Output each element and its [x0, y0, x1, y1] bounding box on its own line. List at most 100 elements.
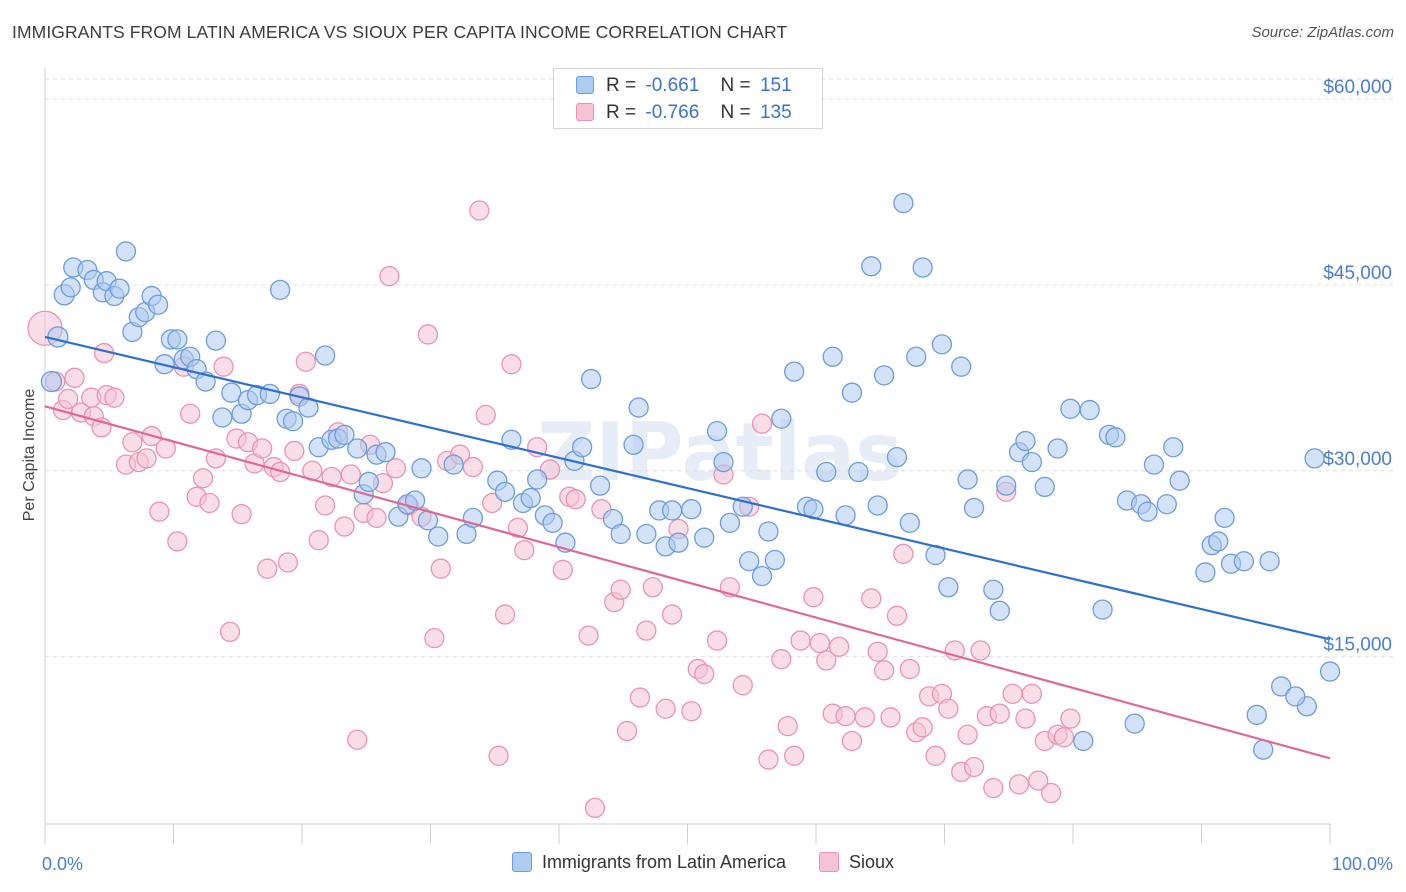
- latin-america-point: [816, 461, 837, 483]
- y-tick-label: $60,000: [1323, 77, 1392, 98]
- latin-america-point: [713, 451, 734, 473]
- latin-america-point: [542, 512, 563, 533]
- latin-america-point: [334, 424, 355, 445]
- latin-america-point: [861, 256, 882, 277]
- legend-r-label: R =: [606, 75, 637, 96]
- sioux-point: [379, 266, 400, 287]
- latin-america-point: [580, 368, 602, 390]
- latin-america-point: [1259, 551, 1280, 572]
- latin-america-point: [1021, 451, 1043, 473]
- sioux-point: [64, 367, 85, 388]
- sioux-point: [681, 701, 702, 722]
- latin-america-point: [912, 257, 933, 278]
- latin-america-point: [706, 420, 728, 442]
- latin-america-point: [873, 365, 895, 386]
- latin-america-point: [221, 382, 242, 403]
- sioux-point: [277, 552, 299, 573]
- latin-america-point: [938, 577, 959, 598]
- latin-america-point: [739, 551, 760, 572]
- sioux-trend-line: [44, 405, 1331, 760]
- sioux-point: [501, 354, 522, 375]
- latin-america-point: [571, 437, 593, 458]
- legend-n-value: 135: [759, 102, 792, 123]
- sioux-point: [122, 432, 143, 453]
- latin-america-point: [771, 408, 792, 429]
- legend-r-label: R =: [606, 102, 637, 123]
- axes: [44, 68, 1331, 844]
- latin-america-point: [60, 277, 81, 298]
- sioux-point: [295, 351, 317, 372]
- latin-america-point: [668, 532, 689, 553]
- latin-america-point: [520, 487, 541, 509]
- source-label: Source: ZipAtlas.com: [1251, 24, 1394, 41]
- sioux-point: [957, 724, 978, 745]
- sioux-point: [629, 687, 651, 708]
- sioux-point: [899, 658, 920, 680]
- grid-lines: [45, 78, 1395, 658]
- sioux-point: [983, 777, 1004, 799]
- sioux-point: [507, 517, 529, 538]
- sioux-point: [149, 501, 170, 522]
- series-swatch-blue: [511, 852, 532, 872]
- latin-america-point: [1169, 470, 1190, 491]
- latin-america-point: [694, 527, 715, 548]
- latin-america-point: [628, 397, 649, 418]
- sioux-point: [167, 531, 188, 552]
- stats-legend: R = -0.661 N = 151 R = -0.766 N = 135: [553, 68, 823, 129]
- sioux-point: [706, 630, 728, 651]
- series-legend-sioux: Sioux: [819, 852, 894, 873]
- sioux-point: [1015, 708, 1036, 729]
- latin-america-point: [1208, 531, 1229, 552]
- latin-america-point: [1034, 476, 1055, 498]
- latin-america-point: [848, 461, 869, 483]
- y-tick-label: $30,000: [1323, 449, 1392, 470]
- sioux-point: [771, 649, 792, 670]
- latin-america-point: [212, 407, 233, 428]
- latin-america-point: [957, 469, 978, 490]
- sioux-point: [616, 720, 638, 742]
- latin-america-point: [1246, 704, 1267, 726]
- legend-row-sioux: R = -0.766 N = 135: [576, 102, 792, 126]
- sioux-point: [854, 707, 875, 728]
- latin-america-point: [835, 505, 856, 526]
- latin-america-point: [205, 330, 227, 351]
- latin-america-point: [1163, 437, 1184, 458]
- latin-america-point: [47, 326, 69, 348]
- latin-america-point: [428, 526, 449, 547]
- sioux-point: [1002, 683, 1023, 705]
- latin-america-point: [719, 512, 741, 533]
- sioux-point: [257, 558, 278, 579]
- sioux-point: [841, 730, 863, 752]
- latin-america-point: [147, 294, 169, 315]
- sioux-point: [963, 756, 985, 778]
- chart-title: IMMIGRANTS FROM LATIN AMERICA VS SIOUX P…: [12, 22, 788, 42]
- sioux-point: [861, 588, 882, 609]
- sioux-point: [873, 660, 895, 681]
- x-tick-label-min: 0.0%: [42, 854, 83, 874]
- latin-america-point: [661, 500, 683, 521]
- latin-america-point: [1047, 438, 1068, 459]
- sioux-points: [27, 200, 1081, 819]
- sioux-point: [469, 200, 490, 221]
- latin-america-point: [758, 521, 779, 542]
- sioux-point: [462, 456, 484, 478]
- latin-america-trend-line: [44, 335, 1331, 641]
- sioux-point: [893, 543, 914, 564]
- latin-america-point: [886, 447, 908, 468]
- legend-r-value: -0.766: [645, 102, 700, 123]
- latin-america-point: [623, 434, 644, 455]
- sioux-point: [1053, 727, 1075, 748]
- sioux-point: [816, 650, 837, 671]
- series-legend: Immigrants from Latin America Sioux: [0, 852, 1406, 873]
- latin-america-point: [1271, 676, 1292, 697]
- latin-america-point: [347, 438, 368, 459]
- latin-america-point: [282, 411, 304, 432]
- latin-america-point: [494, 481, 516, 503]
- legend-n-label: N =: [720, 102, 751, 123]
- sioux-point: [57, 388, 79, 410]
- latin-america-point: [375, 442, 396, 463]
- latin-america-point: [751, 565, 773, 587]
- latin-america-point: [1092, 599, 1113, 620]
- sioux-point: [809, 632, 831, 654]
